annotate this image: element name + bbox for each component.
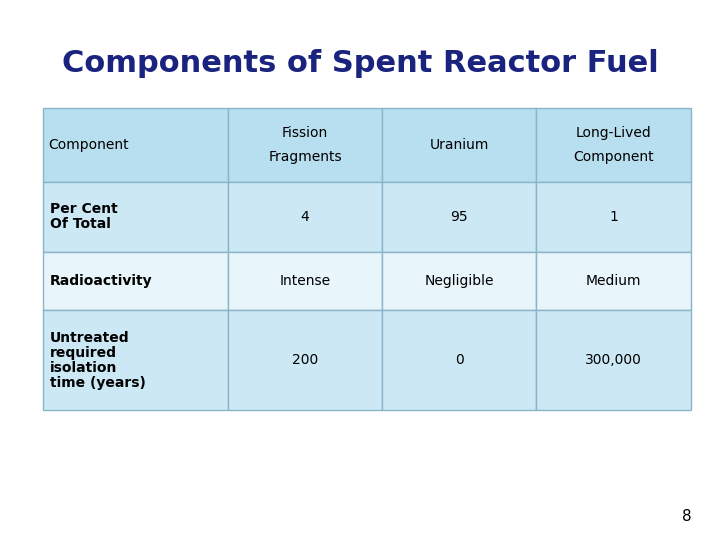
Text: Of Total: Of Total bbox=[50, 217, 111, 231]
Text: 0: 0 bbox=[455, 353, 464, 367]
Text: 8: 8 bbox=[682, 509, 691, 524]
FancyBboxPatch shape bbox=[382, 252, 536, 310]
Text: Intense: Intense bbox=[279, 274, 330, 288]
FancyBboxPatch shape bbox=[228, 310, 382, 410]
FancyBboxPatch shape bbox=[382, 181, 536, 252]
Text: Component: Component bbox=[573, 150, 654, 164]
Text: 1: 1 bbox=[609, 210, 618, 224]
Text: time (years): time (years) bbox=[50, 376, 145, 390]
FancyBboxPatch shape bbox=[382, 310, 536, 410]
FancyBboxPatch shape bbox=[228, 108, 382, 181]
FancyBboxPatch shape bbox=[536, 181, 691, 252]
Text: Untreated: Untreated bbox=[50, 330, 130, 345]
FancyBboxPatch shape bbox=[43, 310, 228, 410]
FancyBboxPatch shape bbox=[536, 252, 691, 310]
Text: Medium: Medium bbox=[586, 274, 642, 288]
Text: isolation: isolation bbox=[50, 361, 117, 375]
Text: required: required bbox=[50, 346, 117, 360]
Text: 300,000: 300,000 bbox=[585, 353, 642, 367]
FancyBboxPatch shape bbox=[228, 181, 382, 252]
Text: Components of Spent Reactor Fuel: Components of Spent Reactor Fuel bbox=[62, 49, 658, 78]
FancyBboxPatch shape bbox=[382, 108, 536, 181]
FancyBboxPatch shape bbox=[43, 108, 228, 181]
Text: Component: Component bbox=[48, 138, 129, 152]
Text: Long-Lived: Long-Lived bbox=[576, 126, 652, 140]
Text: Per Cent: Per Cent bbox=[50, 202, 117, 216]
Text: 200: 200 bbox=[292, 353, 318, 367]
FancyBboxPatch shape bbox=[228, 252, 382, 310]
FancyBboxPatch shape bbox=[536, 108, 691, 181]
Text: Uranium: Uranium bbox=[430, 138, 489, 152]
FancyBboxPatch shape bbox=[43, 252, 228, 310]
Text: Fission: Fission bbox=[282, 126, 328, 140]
Text: 4: 4 bbox=[301, 210, 310, 224]
FancyBboxPatch shape bbox=[536, 310, 691, 410]
Text: Radioactivity: Radioactivity bbox=[50, 274, 153, 288]
Text: Negligible: Negligible bbox=[425, 274, 494, 288]
FancyBboxPatch shape bbox=[43, 181, 228, 252]
Text: Fragments: Fragments bbox=[268, 150, 342, 164]
Text: 95: 95 bbox=[451, 210, 468, 224]
